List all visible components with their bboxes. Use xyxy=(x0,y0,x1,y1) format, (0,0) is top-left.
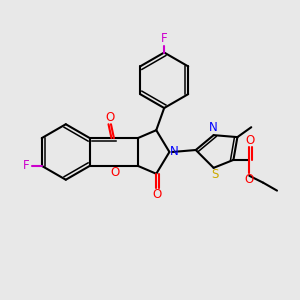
Text: O: O xyxy=(110,166,120,179)
Text: O: O xyxy=(153,188,162,201)
Text: F: F xyxy=(161,32,167,45)
Text: S: S xyxy=(211,168,218,181)
Text: F: F xyxy=(22,159,29,172)
Text: O: O xyxy=(105,111,115,124)
Text: N: N xyxy=(209,121,218,134)
Text: O: O xyxy=(246,134,255,147)
Text: N: N xyxy=(170,146,179,158)
Text: O: O xyxy=(245,173,254,186)
